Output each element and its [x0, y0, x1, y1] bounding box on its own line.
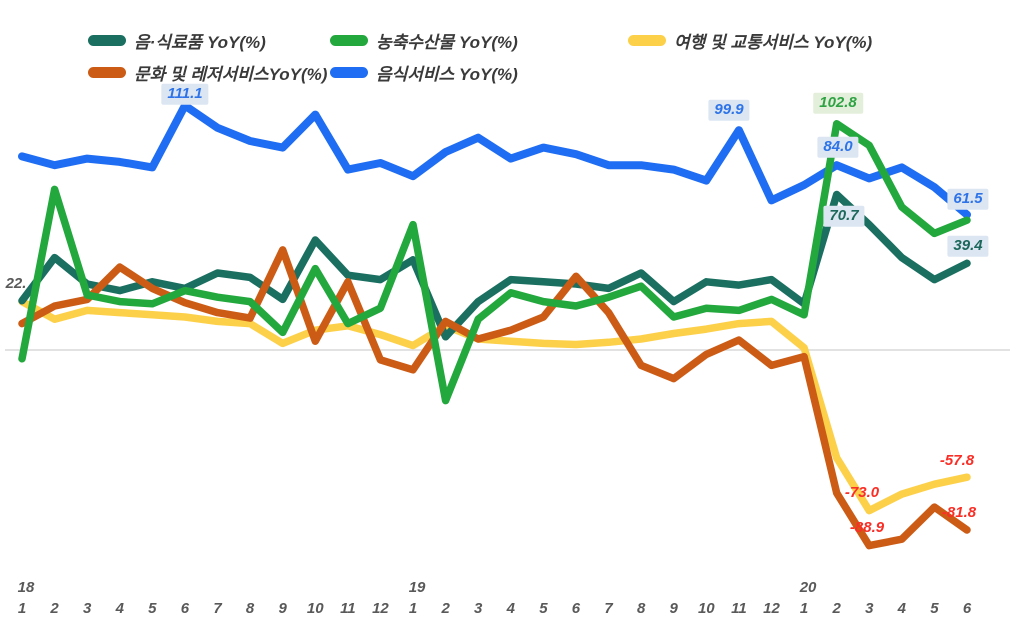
legend-label-food-service: 음식서비스 YoY(%): [376, 65, 518, 84]
legend-item-agri-livestock-fish: 농축수산물 YoY(%): [330, 28, 518, 53]
legend-swatch-food-beverage: [88, 35, 126, 46]
x-tick-month: 3: [865, 600, 874, 617]
x-tick-month: 2: [832, 600, 841, 617]
x-tick-month: 4: [506, 600, 515, 617]
legend-swatch-food-service: [330, 67, 368, 78]
x-tick-month: 9: [278, 600, 287, 617]
legend-item-food-beverage: 음·식료품 YoY(%): [88, 28, 266, 53]
x-tick-month: 3: [83, 600, 92, 617]
x-tick-month: 10: [697, 600, 715, 617]
data-label--81.8: -81.8: [941, 503, 977, 521]
x-tick-month: 8: [245, 600, 255, 617]
data-label--73.0: -73.0: [844, 483, 880, 501]
x-tick-year-18: 18: [17, 579, 35, 596]
x-tick-month: 6: [571, 600, 581, 617]
x-tick-month: 8: [636, 600, 646, 617]
series-line-food-service: [18, 101, 971, 219]
data-label-99.9: 99.9: [708, 99, 750, 121]
legend-label-travel-transport: 여행 및 교통서비스 YoY(%): [674, 33, 873, 52]
series-line-culture-leisure: [18, 246, 971, 550]
x-tick-month: 6: [962, 600, 972, 617]
data-label-84.0: 84.0: [817, 136, 859, 158]
x-tick-month: 5: [148, 600, 157, 617]
data-label-39.4: 39.4: [947, 235, 989, 257]
data-label--57.8: -57.8: [939, 451, 975, 469]
x-tick-month: 12: [763, 600, 780, 617]
x-tick-month: 5: [539, 600, 548, 617]
legend-swatch-culture-leisure: [88, 67, 126, 78]
x-tick-month: 11: [731, 600, 747, 617]
legend-label-food-beverage: 음·식료품 YoY(%): [134, 33, 266, 52]
legend-swatch-agri-livestock-fish: [330, 35, 368, 46]
legend-label-agri-livestock-fish: 농축수산물 YoY(%): [376, 33, 518, 52]
x-tick-month: 9: [669, 600, 678, 617]
x-tick-month: 4: [897, 600, 906, 617]
x-tick-month: 5: [930, 600, 939, 617]
x-tick-month: 1: [799, 600, 809, 617]
x-tick-month: 1: [408, 600, 418, 617]
legend-item-culture-leisure: 문화 및 레저서비스YoY(%): [88, 60, 327, 85]
x-tick-month: 6: [180, 600, 190, 617]
x-tick-month: 7: [604, 600, 613, 617]
data-label-22.: 22.: [5, 274, 27, 292]
legend-item-food-service: 음식서비스 YoY(%): [330, 60, 518, 85]
x-tick-year-20: 20: [799, 579, 817, 596]
x-tick-month: 10: [306, 600, 324, 617]
legend-swatch-travel-transport: [628, 35, 666, 46]
x-tick-month: 7: [213, 600, 222, 617]
legend-label-culture-leisure: 문화 및 레저서비스YoY(%): [134, 65, 328, 84]
x-tick-month: 11: [340, 600, 356, 617]
data-label-102.8: 102.8: [813, 92, 863, 114]
data-label-111.1: 111.1: [161, 83, 209, 105]
x-tick-month: 2: [441, 600, 450, 617]
series-line-agri-livestock-fish: [18, 120, 971, 405]
data-label--88.9: -88.9: [849, 518, 885, 536]
x-tick-month: 3: [474, 600, 483, 617]
x-tick-year-19: 19: [408, 579, 426, 596]
legend-item-travel-transport: 여행 및 교통서비스 YoY(%): [628, 28, 872, 53]
data-label-70.7: 70.7: [823, 205, 865, 227]
x-tick-month: 4: [115, 600, 124, 617]
x-tick-month: 2: [50, 600, 59, 617]
data-label-61.5: 61.5: [947, 188, 989, 210]
x-tick-month: 1: [17, 600, 27, 617]
x-tick-month: 12: [372, 600, 389, 617]
